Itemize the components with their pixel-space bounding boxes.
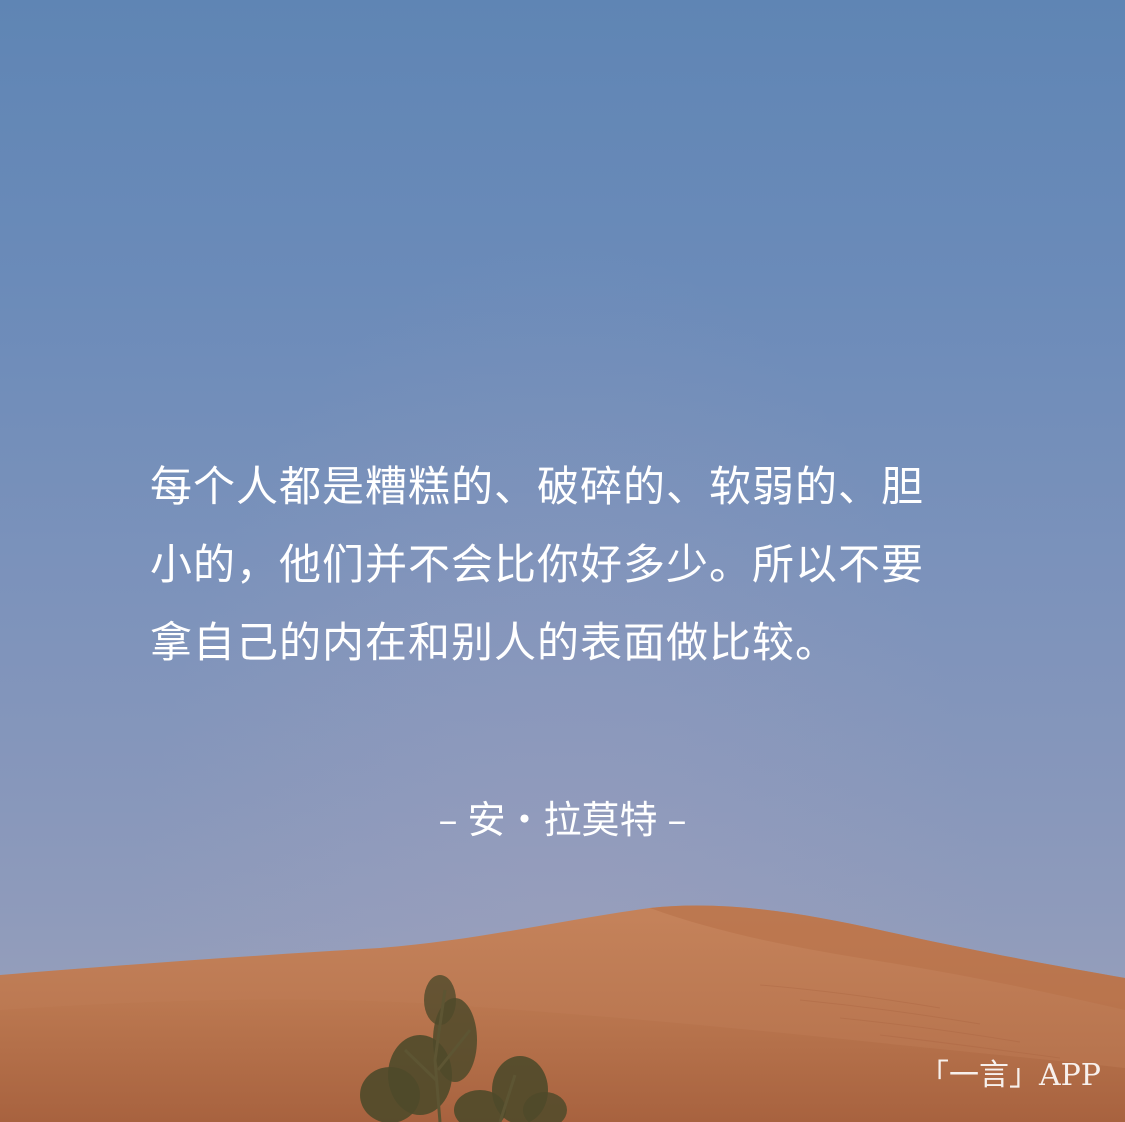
author-dash-right: –	[667, 798, 687, 842]
quote-line: 拿自己的内在和别人的表面做比较。	[150, 618, 839, 667]
app-watermark: 「一言」APP	[918, 1058, 1101, 1093]
shrub-branches	[403, 989, 517, 1122]
author-name: 安・拉莫特	[467, 798, 658, 842]
quote-line: 每个人都是糟糕的、破碎的、软弱的、胆	[150, 462, 925, 511]
dune-ridge-shadow	[650, 905, 1125, 1010]
sand-ripples	[759, 984, 1061, 1059]
near-dune	[0, 999, 1125, 1122]
quote-author: – 安・拉莫特 –	[0, 795, 1125, 845]
author-dash-left: –	[438, 798, 458, 842]
quote-text: 每个人都是糟糕的、破碎的、软弱的、胆 小的，他们并不会比你好多少。所以不要 拿自…	[150, 448, 980, 682]
quote-line: 小的，他们并不会比你好多少。所以不要	[150, 540, 925, 589]
